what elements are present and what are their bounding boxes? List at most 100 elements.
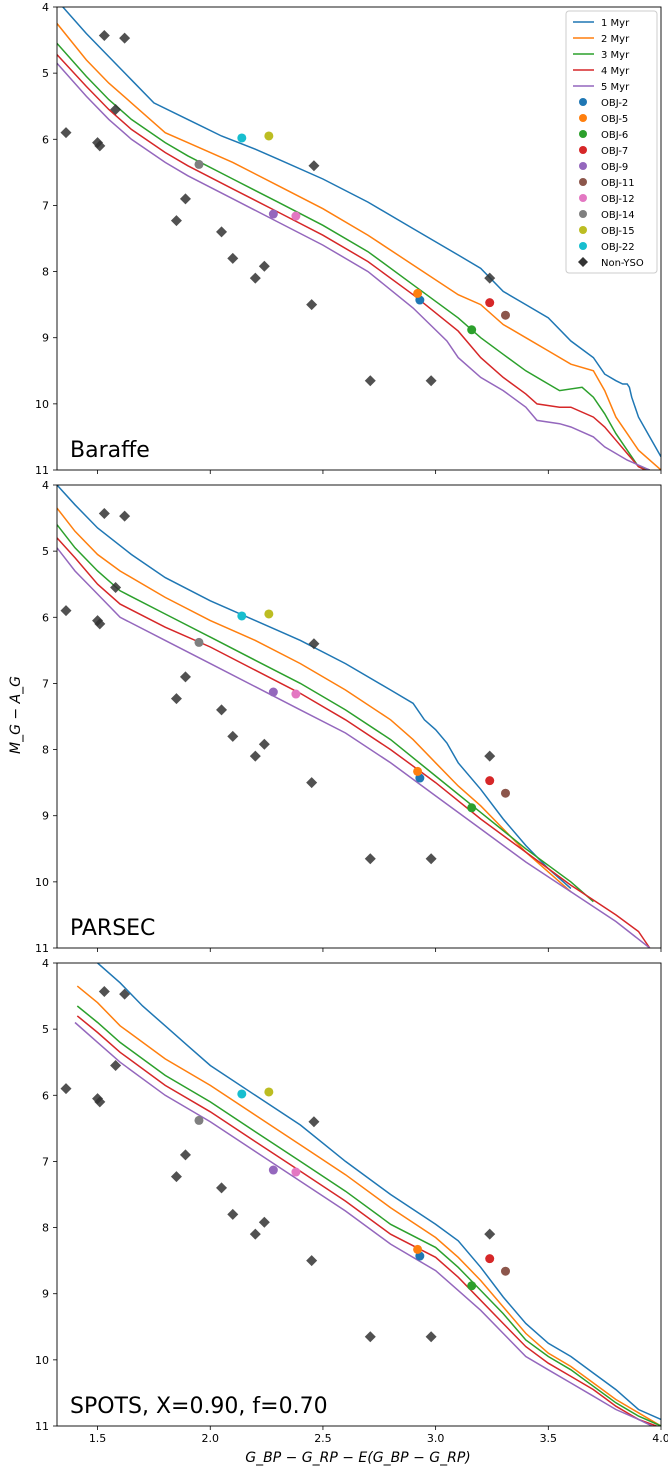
panel-1: 4 5 6 7 8 9 10 11 Baraffe — [35, 1, 662, 477]
legend-label: OBJ-6 — [601, 130, 628, 141]
isochrones — [74, 963, 661, 1426]
point-obj-15 — [264, 1087, 274, 1097]
y-tick-label: 4 — [42, 1, 49, 14]
point-obj-9 — [268, 209, 278, 219]
y-tick-label: 10 — [35, 398, 49, 411]
non-yso-point — [179, 193, 191, 205]
x-axis-label: G_BP − G_RP − E(G_BP − G_RP) — [245, 1450, 471, 1466]
non-yso-point — [308, 638, 320, 650]
non-yso-point — [119, 32, 131, 44]
non-yso-point — [110, 582, 122, 594]
isochrone-5-myr — [74, 1021, 653, 1426]
y-tick-label: 8 — [42, 266, 49, 279]
y-tick-label: 5 — [42, 67, 49, 80]
point-obj-15 — [264, 131, 274, 141]
point-obj-22 — [237, 133, 247, 143]
non-yso-point — [170, 1171, 182, 1183]
legend-label: OBJ-2 — [601, 98, 628, 109]
legend-label: Non-YSO — [601, 258, 644, 269]
legend-label: OBJ-5 — [601, 114, 628, 125]
non-yso-point — [306, 1255, 318, 1267]
legend-dot-swatch — [579, 242, 587, 250]
y-tick-label: 7 — [42, 199, 49, 212]
point-obj-7 — [485, 776, 495, 786]
legend: 1 Myr 2 Myr 3 Myr 4 Myr 5 Myr OBJ-2 OBJ-5 OBJ-6… — [565, 10, 658, 274]
y-tick-label: 6 — [42, 133, 49, 146]
y-tick-label: 11 — [35, 464, 49, 477]
legend-label: 2 Myr — [601, 34, 630, 45]
non-yso-point — [306, 299, 318, 311]
legend-label: OBJ-14 — [601, 210, 635, 221]
legend-label: OBJ-9 — [601, 162, 628, 173]
non-yso-point — [110, 1060, 122, 1072]
legend-entry: 1 Myr — [573, 18, 630, 29]
non-yso-point — [110, 104, 122, 116]
y-tick-label: 6 — [42, 611, 49, 624]
axes-frame — [56, 484, 662, 949]
legend-entry: OBJ-6 — [579, 130, 628, 141]
non-yso-point — [216, 1182, 228, 1194]
point-obj-22 — [237, 1089, 247, 1099]
legend-entry: OBJ-14 — [579, 210, 635, 221]
isochrone-5-myr — [57, 62, 651, 470]
legend-label: OBJ-11 — [601, 178, 635, 189]
point-obj-14 — [194, 1115, 204, 1125]
non-yso-point — [94, 1096, 106, 1108]
y-tick-label: 5 — [42, 1023, 49, 1036]
point-obj-9 — [268, 1165, 278, 1175]
legend-diamond-swatch — [578, 257, 588, 267]
x-tick-label: 3.0 — [427, 1432, 445, 1445]
non-yso-point — [249, 272, 261, 284]
isochrone-1-myr — [97, 963, 661, 1421]
legend-dot-swatch — [579, 178, 587, 186]
legend-entry: OBJ-7 — [579, 146, 628, 157]
non-yso-point — [119, 510, 131, 522]
legend-dot-swatch — [579, 114, 587, 122]
point-obj-7 — [485, 1254, 495, 1264]
legend-entry: OBJ-5 — [579, 114, 628, 125]
non-yso-point — [98, 507, 110, 519]
isochrone-3-myr — [76, 1005, 661, 1426]
non-yso-point — [227, 730, 239, 742]
non-yso-point — [94, 140, 106, 152]
non-yso-point — [258, 738, 270, 750]
legend-entry: OBJ-12 — [579, 194, 635, 205]
y-tick-label: 9 — [42, 1288, 49, 1301]
non-yso-point — [227, 252, 239, 264]
non-yso-point — [484, 1228, 496, 1240]
y-tick-label: 8 — [42, 744, 49, 757]
axes-frame — [56, 962, 662, 1427]
y-tick-label: 7 — [42, 1155, 49, 1168]
point-obj-7 — [485, 298, 495, 308]
legend-dot-swatch — [579, 194, 587, 202]
point-obj-12 — [291, 211, 301, 221]
y-axis-label: M_G − A_G — [8, 676, 24, 754]
isochrone-4-myr — [57, 537, 651, 948]
isochrone-2-myr — [57, 507, 572, 893]
y-tick-label: 11 — [35, 942, 49, 955]
non-yso-point — [425, 1331, 437, 1343]
non-yso-point — [364, 375, 376, 387]
non-yso-point — [216, 704, 228, 716]
legend-dot-swatch — [579, 98, 587, 106]
point-obj-6 — [467, 803, 477, 813]
non-yso-point — [119, 988, 131, 1000]
y-tick-label: 4 — [42, 479, 49, 492]
point-obj-14 — [194, 637, 204, 647]
x-tick-label: 4.0 — [652, 1432, 668, 1445]
legend-entry: OBJ-11 — [579, 178, 635, 189]
x-tick-label: 2.0 — [202, 1432, 220, 1445]
point-obj-12 — [291, 1167, 301, 1177]
panel-label: Baraffe — [70, 438, 150, 463]
non-yso-point — [60, 127, 72, 139]
legend-entry: Non-YSO — [578, 257, 644, 269]
non-yso-point — [364, 853, 376, 865]
non-yso-points — [60, 29, 496, 387]
isochrone-1-myr — [57, 485, 572, 890]
y-tick-label: 5 — [42, 545, 49, 558]
non-yso-point — [60, 605, 72, 617]
non-yso-point — [227, 1208, 239, 1220]
y-tick-label: 6 — [42, 1089, 49, 1102]
non-yso-point — [258, 1216, 270, 1228]
